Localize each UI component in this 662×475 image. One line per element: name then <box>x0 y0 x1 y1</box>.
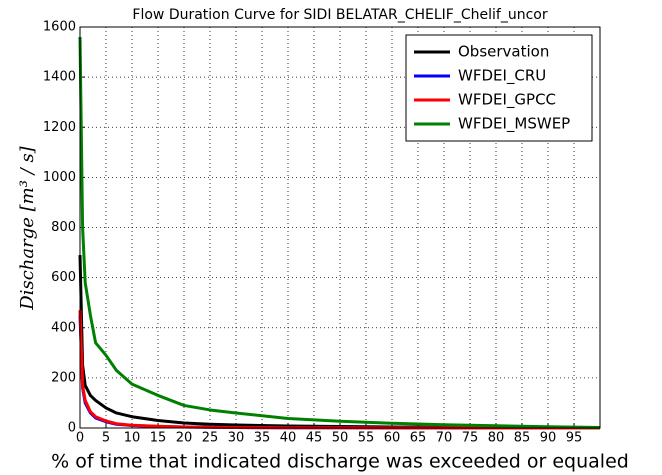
x-tick-label: 50 <box>332 431 349 446</box>
legend-label: WFDEI_CRU <box>458 67 546 86</box>
x-tick-label: 5 <box>102 431 110 446</box>
x-axis-label: % of time that indicated discharge was e… <box>51 451 629 473</box>
x-tick-label: 55 <box>358 431 375 446</box>
x-tick-label: 65 <box>410 431 427 446</box>
chart-title: Flow Duration Curve for SIDI BELATAR_CHE… <box>132 7 547 23</box>
x-tick-label: 40 <box>280 431 297 446</box>
legend-label: WFDEI_GPCC <box>458 91 556 110</box>
y-axis-label: Discharge [m³ / s] <box>17 145 38 310</box>
y-tick-label: 0 <box>68 421 76 436</box>
y-tick-label: 1200 <box>43 120 76 135</box>
y-tick-label: 1400 <box>43 70 76 85</box>
y-tick-label: 200 <box>51 370 76 385</box>
series-line <box>78 37 601 429</box>
x-tick-label: 35 <box>254 431 271 446</box>
x-tick-label: 70 <box>436 431 453 446</box>
legend-label: Observation <box>458 43 549 61</box>
x-tick-label: 25 <box>202 431 219 446</box>
x-tick-label: 80 <box>488 431 505 446</box>
x-tick-label: 45 <box>306 431 323 446</box>
x-tick-label: 30 <box>228 431 245 446</box>
series-line <box>78 255 601 430</box>
x-tick-label: 10 <box>124 431 141 446</box>
legend-label: WFDEI_MSWEP <box>458 115 570 134</box>
x-tick-label: 85 <box>514 431 531 446</box>
x-tick-label: 60 <box>384 431 401 446</box>
x-tick-label: 15 <box>150 431 167 446</box>
y-tick-label: 800 <box>51 220 76 235</box>
x-tick-label: 0 <box>76 431 84 446</box>
x-tick-label: 20 <box>176 431 193 446</box>
y-tick-label: 400 <box>51 320 76 335</box>
x-tick-label: 75 <box>462 431 479 446</box>
y-tick-label: 600 <box>51 270 76 285</box>
x-tick-label: 95 <box>566 431 583 446</box>
x-tick-label: 90 <box>540 431 557 446</box>
y-tick-label: 1600 <box>43 20 76 35</box>
y-tick-label: 1000 <box>43 170 76 185</box>
plot-frame <box>79 26 601 429</box>
